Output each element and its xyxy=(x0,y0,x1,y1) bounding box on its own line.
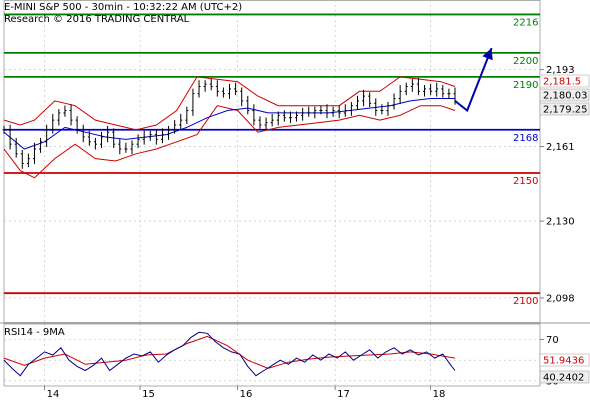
x-tick-label: 17 xyxy=(337,389,350,400)
y-tick-label: 2,161 xyxy=(546,142,575,153)
price-tag-box xyxy=(539,74,590,88)
x-tick-label: 15 xyxy=(142,389,155,400)
projection-arrow-line xyxy=(454,47,493,113)
level-label-2100: 2100 xyxy=(513,296,538,307)
rsi-value-tag-label: 40.2402 xyxy=(543,373,584,384)
level-label-2150: 2150 xyxy=(513,176,538,187)
rsi-value-tag-box xyxy=(539,353,590,367)
price-tag-box xyxy=(539,88,590,102)
bollinger-upper-line xyxy=(3,76,456,131)
projection-arrow-head xyxy=(482,48,493,61)
rsi-panel-label: RSI14 - 9MA xyxy=(4,327,65,338)
price-tag-box xyxy=(539,102,590,116)
main-plot-frame xyxy=(3,0,541,323)
rsi-value-tag-box xyxy=(539,370,590,384)
level-label-2200: 2200 xyxy=(513,56,538,67)
price-tag-label: 2,180.03 xyxy=(543,91,588,102)
level-label-2168: 2168 xyxy=(513,133,538,144)
price-tag-label: 2,179.25 xyxy=(543,105,588,116)
rsi-line xyxy=(3,331,456,377)
level-label-2216: 2216 xyxy=(513,17,538,28)
x-tick-label: 16 xyxy=(240,389,253,400)
y-tick-label: 2,130 xyxy=(546,217,575,228)
bollinger-lower-line xyxy=(3,105,456,179)
moving-average-line xyxy=(3,98,455,150)
rsi-ma-line xyxy=(3,335,456,369)
chart-header-line1: E-MINI S&P 500 - 30min - 10:32:22 AM (UT… xyxy=(4,2,243,13)
y-tick-label: 2,098 xyxy=(546,293,575,304)
price-tag-label: 2,181.5 xyxy=(543,77,581,88)
y-tick-label: 2,193 xyxy=(546,65,575,76)
level-label-2190: 2190 xyxy=(513,80,538,91)
x-tick-label: 18 xyxy=(433,389,446,400)
rsi-value-tag-label: 51.9436 xyxy=(543,356,584,367)
x-tick-label: 14 xyxy=(47,389,60,400)
rsi-y-tick-label: 70 xyxy=(546,335,559,346)
chart-header-line2: Research © 2016 TRADING CENTRAL xyxy=(4,14,190,25)
rsi-plot-frame xyxy=(3,323,541,387)
